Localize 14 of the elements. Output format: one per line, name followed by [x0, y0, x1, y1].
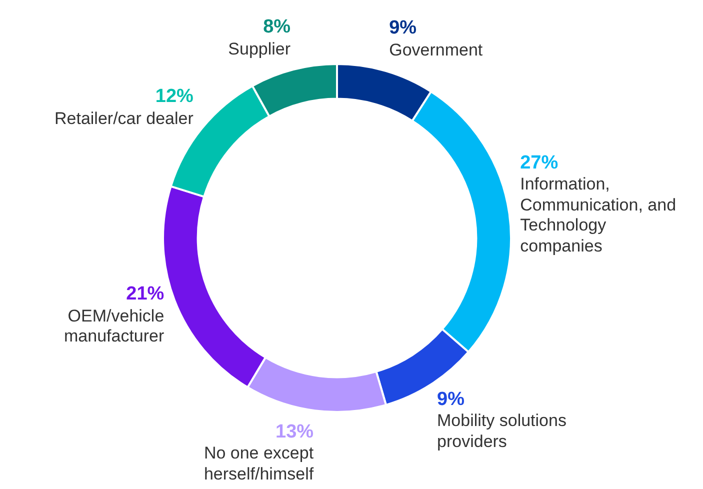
data-label: 13% — [274, 421, 314, 444]
data-label: 9% — [389, 18, 418, 41]
slice-label: Supplier — [228, 39, 291, 58]
data-label: 9% — [437, 388, 466, 412]
data-label: 21% — [125, 284, 164, 306]
slice-label: Government — [389, 40, 483, 60]
data-label: 12% — [154, 86, 194, 109]
slice-label: No one except herself/himself — [204, 444, 314, 484]
slice-label: Retailer/car dealer — [54, 108, 194, 128]
data-label: 8% — [262, 16, 291, 40]
slice-label: OEM/vehicle manufacturer — [64, 306, 164, 346]
slice-label: Mobility solutions providers — [437, 411, 566, 451]
data-label: 27% — [520, 152, 560, 175]
slice-label: Information, Communication, and Technology companies — [520, 174, 676, 256]
